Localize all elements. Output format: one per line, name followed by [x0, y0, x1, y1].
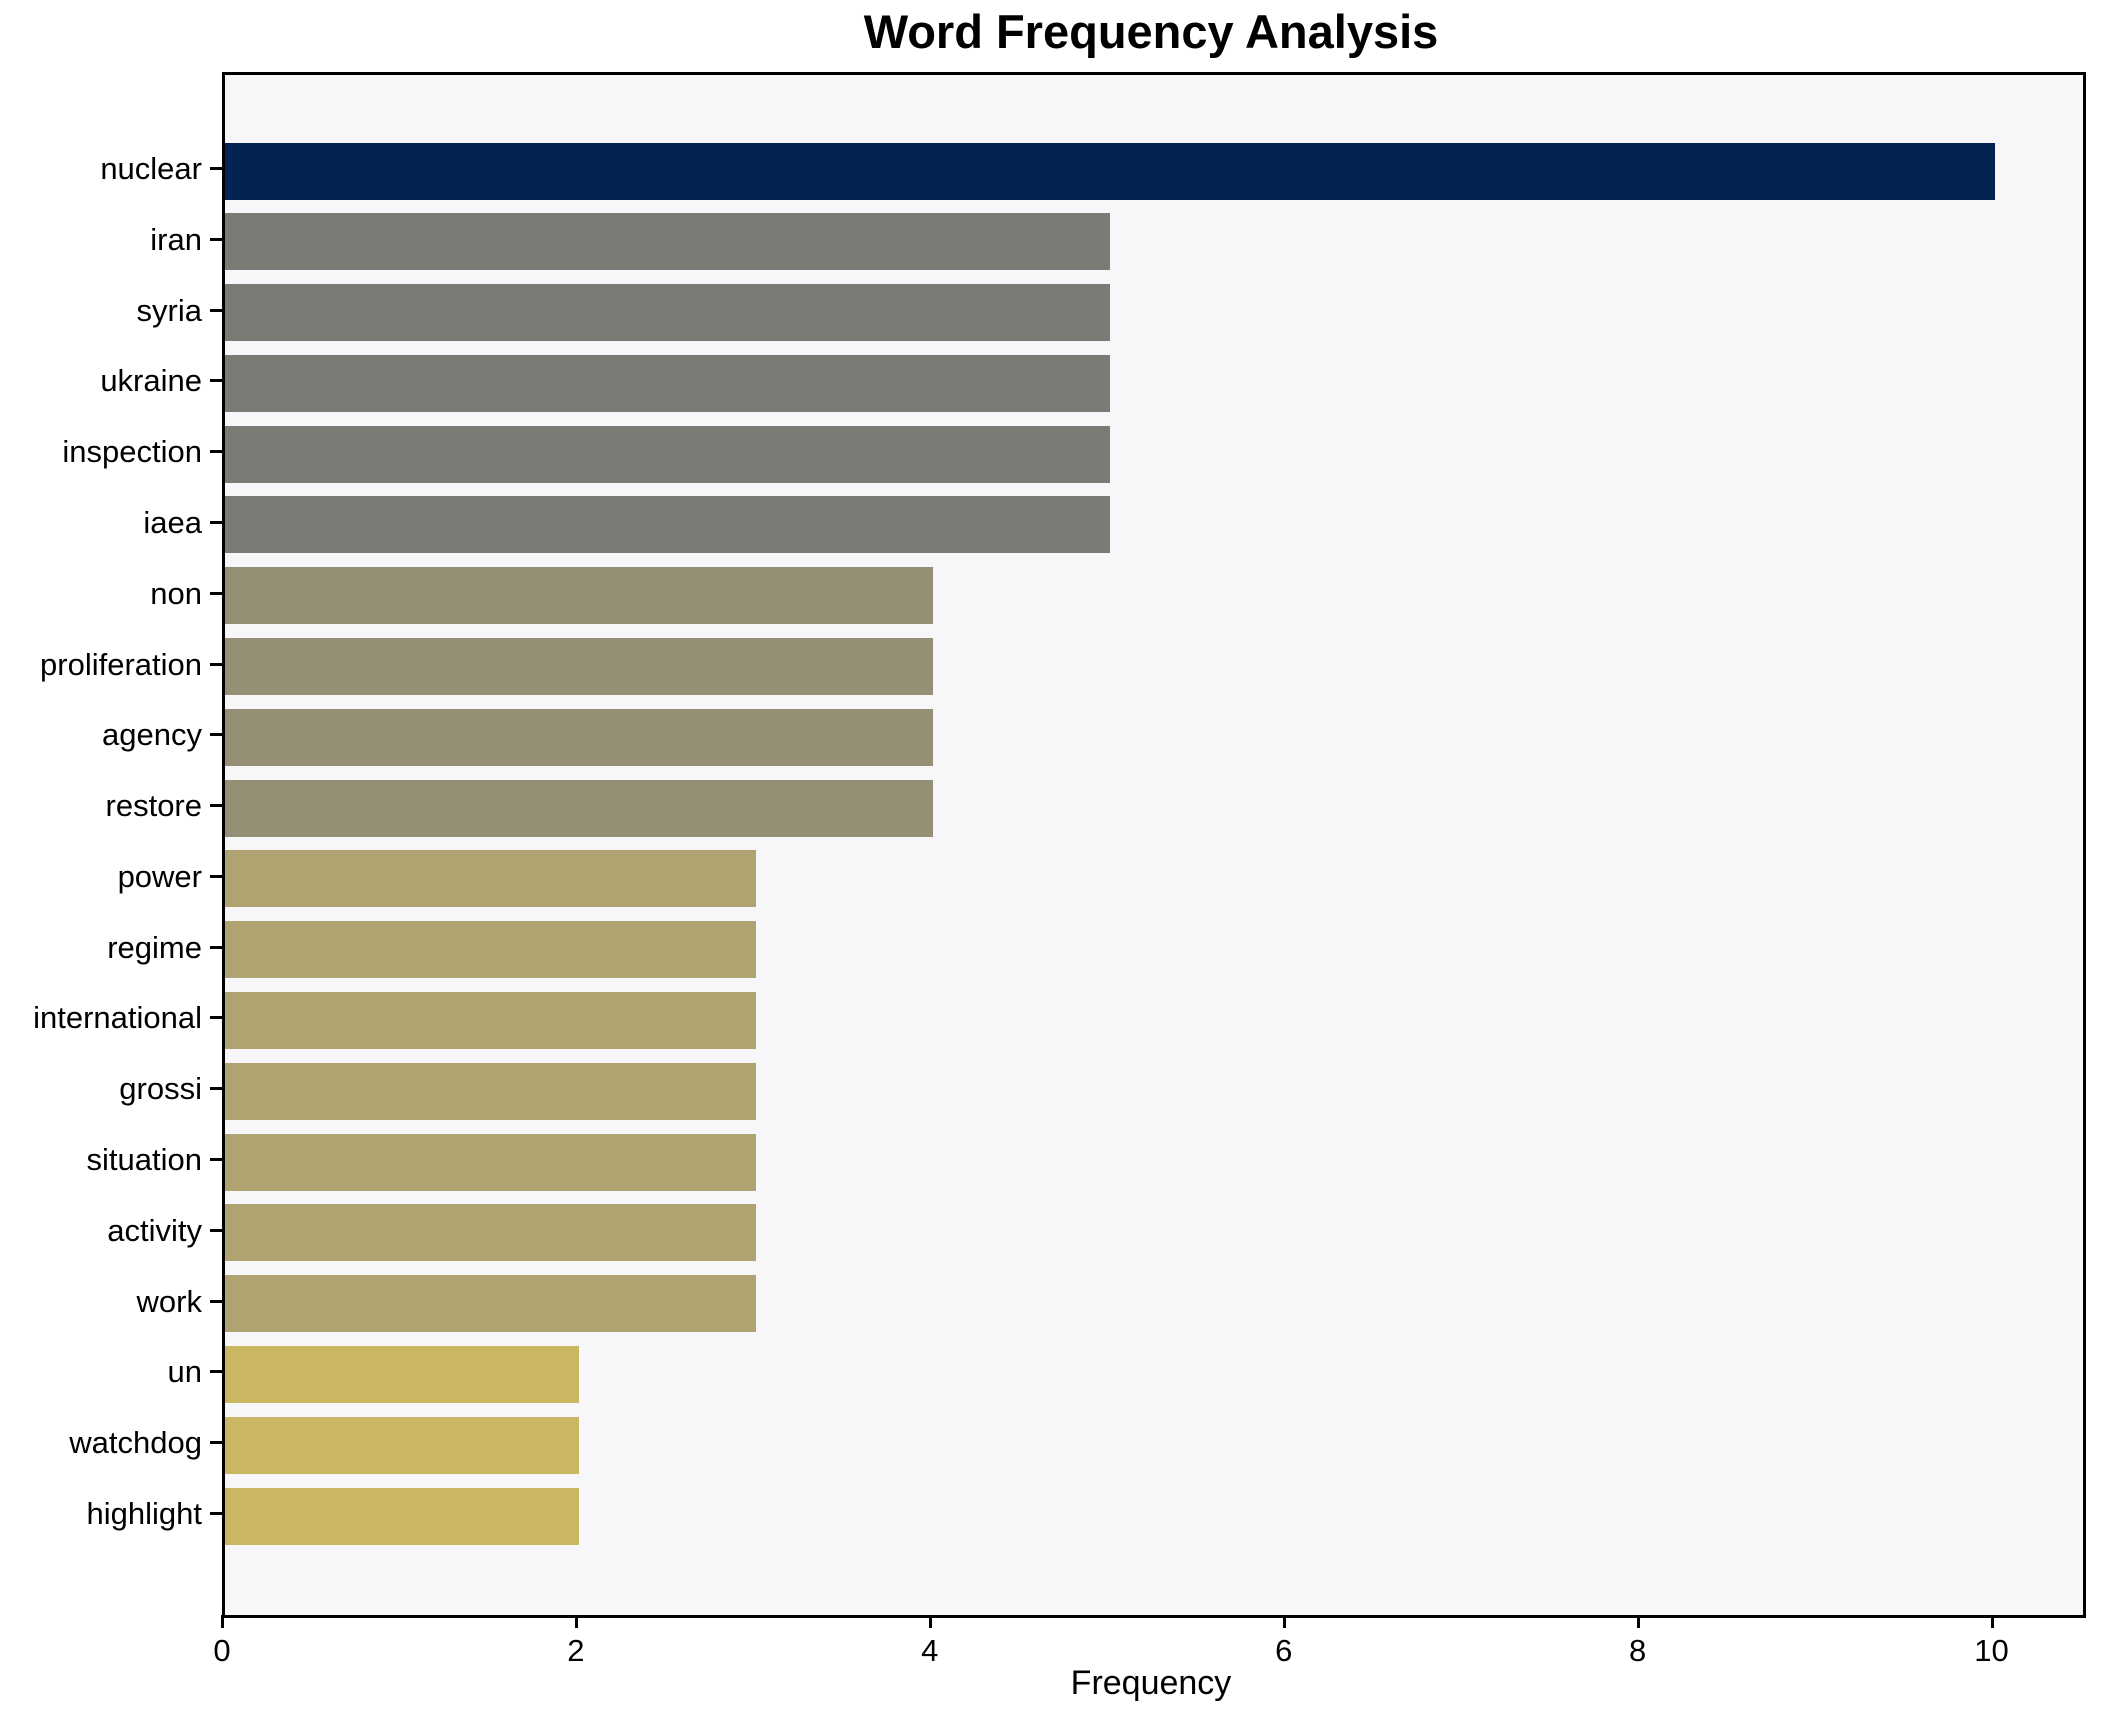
y-tick-mark [210, 237, 222, 241]
y-tick-mark [210, 1441, 222, 1445]
y-tick-label-iran: iran [150, 221, 202, 257]
y-tick-label-ukraine: ukraine [100, 363, 202, 399]
bar-proliferation [225, 638, 933, 696]
y-tick-mark [210, 804, 222, 808]
y-tick-label-power: power [117, 858, 202, 894]
y-tick-mark [210, 1158, 222, 1162]
y-tick-label-restore: restore [105, 788, 202, 824]
bar-ukraine [225, 354, 1110, 412]
bar-power [225, 850, 756, 908]
bar-nuclear [225, 142, 1995, 200]
x-tick-label-8: 8 [1628, 1633, 1647, 1668]
y-tick-mark [210, 308, 222, 312]
y-tick-mark [210, 1370, 222, 1374]
bar-work [225, 1275, 756, 1333]
x-axis-label: Frequency [1070, 1664, 1232, 1702]
y-tick-label-iaea: iaea [143, 504, 202, 540]
plot-area [222, 72, 2086, 1618]
y-tick-mark [210, 733, 222, 737]
bar-grossi [225, 1062, 756, 1120]
x-tick-label-2: 2 [567, 1633, 585, 1668]
bar-syria [225, 284, 1110, 342]
y-tick-label-nuclear: nuclear [100, 151, 202, 186]
y-tick-label-work: work [136, 1283, 202, 1319]
y-tick-mark [210, 591, 222, 595]
bar-agency [225, 708, 933, 766]
y-tick-mark [210, 945, 222, 949]
x-tick-label-0: 0 [213, 1633, 231, 1668]
y-tick-mark [210, 1512, 222, 1515]
y-tick-mark [210, 520, 222, 524]
y-tick-mark [210, 662, 222, 666]
x-tick-mark [574, 1615, 578, 1628]
y-tick-label-international: international [33, 1000, 202, 1036]
bar-iaea [225, 496, 1110, 554]
y-tick-label-watchdog: watchdog [69, 1425, 202, 1461]
y-tick-label-proliferation: proliferation [40, 646, 202, 682]
y-tick-mark [210, 1228, 222, 1232]
y-tick-label-regime: regime [107, 929, 202, 965]
y-tick-mark [210, 450, 222, 454]
bar-inspection [225, 425, 1110, 483]
bar-activity [225, 1204, 756, 1262]
y-tick-mark [210, 379, 222, 383]
y-tick-mark [210, 874, 222, 878]
bar-situation [225, 1133, 756, 1191]
x-tick-mark [1990, 1615, 1994, 1628]
bar-watchdog [225, 1416, 579, 1474]
bar-regime [225, 921, 756, 979]
x-tick-label-4: 4 [921, 1633, 939, 1668]
y-tick-mark [210, 167, 222, 170]
y-tick-label-non: non [150, 575, 202, 611]
y-tick-label-grossi: grossi [119, 1071, 202, 1107]
x-tick-mark [928, 1615, 932, 1628]
x-tick-mark [1282, 1615, 1286, 1628]
y-tick-label-situation: situation [86, 1142, 202, 1178]
y-tick-mark [210, 1016, 222, 1020]
bar-highlight [225, 1487, 579, 1545]
y-tick-label-syria: syria [136, 292, 202, 328]
x-tick-mark [1636, 1615, 1640, 1628]
y-tick-mark [210, 1087, 222, 1091]
bar-un [225, 1345, 579, 1403]
chart-title: Word Frequency Analysis [863, 5, 1439, 58]
y-tick-label-highlight: highlight [86, 1496, 202, 1531]
y-tick-label-inspection: inspection [62, 434, 202, 470]
x-tick-mark [221, 1615, 224, 1628]
y-tick-label-un: un [167, 1354, 202, 1390]
y-tick-label-agency: agency [102, 717, 202, 753]
x-tick-label-6: 6 [1275, 1633, 1293, 1668]
bar-restore [225, 779, 933, 837]
bar-non [225, 567, 933, 625]
bar-international [225, 991, 756, 1049]
y-tick-mark [210, 1299, 222, 1303]
bar-iran [225, 213, 1110, 271]
x-tick-label-10: 10 [1974, 1633, 2009, 1668]
y-tick-label-activity: activity [107, 1212, 202, 1248]
